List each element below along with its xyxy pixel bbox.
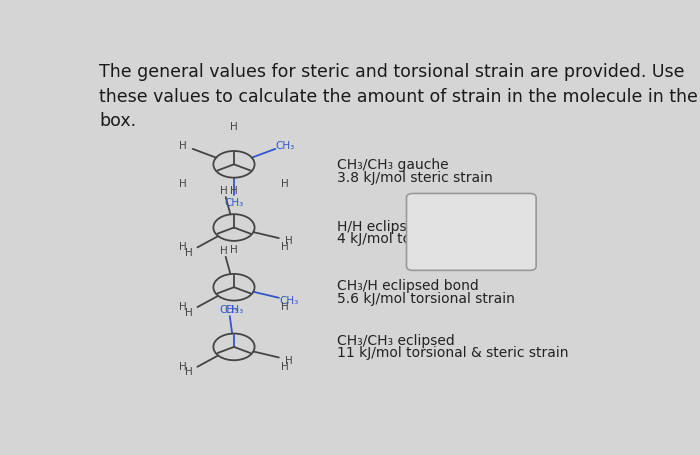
Text: H: H [281, 242, 288, 252]
Text: H: H [230, 185, 238, 195]
Text: CH₃: CH₃ [279, 296, 299, 305]
Text: 11 kJ/mol torsional & steric strain: 11 kJ/mol torsional & steric strain [337, 345, 568, 359]
Text: H/H eclipsed bond: H/H eclipsed bond [337, 219, 463, 233]
Text: H: H [458, 195, 466, 205]
Text: CH₃/H eclipsed bond: CH₃/H eclipsed bond [337, 279, 479, 293]
Text: H: H [281, 302, 288, 312]
Text: H: H [285, 355, 293, 365]
Text: CH₃: CH₃ [448, 195, 467, 205]
Text: H: H [179, 302, 187, 312]
Text: H: H [412, 246, 420, 256]
Text: H: H [424, 255, 432, 265]
Text: H: H [285, 236, 293, 246]
Text: CH₃: CH₃ [224, 198, 244, 208]
Text: H: H [220, 245, 228, 255]
Text: H: H [179, 361, 187, 371]
Text: CH₃: CH₃ [275, 141, 294, 151]
Text: CH₃/CH₃ eclipsed: CH₃/CH₃ eclipsed [337, 333, 455, 347]
Text: H: H [179, 179, 187, 189]
Text: 4 kJ/mol torsional strain: 4 kJ/mol torsional strain [337, 232, 502, 246]
Text: H: H [281, 179, 288, 189]
Text: CH₃: CH₃ [224, 304, 244, 314]
Text: H: H [220, 186, 228, 196]
Text: H: H [186, 366, 193, 376]
Text: CH₃: CH₃ [504, 223, 524, 233]
Text: H: H [230, 122, 238, 132]
Text: H: H [281, 361, 288, 371]
Text: H: H [179, 242, 187, 252]
Text: H: H [186, 307, 193, 317]
Text: H: H [504, 246, 512, 256]
Text: 3.8 kJ/mol steric strain: 3.8 kJ/mol steric strain [337, 170, 493, 184]
Text: H: H [179, 141, 187, 151]
FancyBboxPatch shape [407, 194, 536, 271]
Text: CH₃: CH₃ [219, 304, 239, 314]
Text: H: H [230, 245, 238, 255]
Text: H: H [186, 248, 193, 258]
Text: CH₃/CH₃ gauche: CH₃/CH₃ gauche [337, 158, 449, 172]
Text: 5.6 kJ/mol torsional strain: 5.6 kJ/mol torsional strain [337, 291, 515, 305]
Text: The general values for steric and torsional strain are provided. Use
these value: The general values for steric and torsio… [99, 63, 699, 130]
